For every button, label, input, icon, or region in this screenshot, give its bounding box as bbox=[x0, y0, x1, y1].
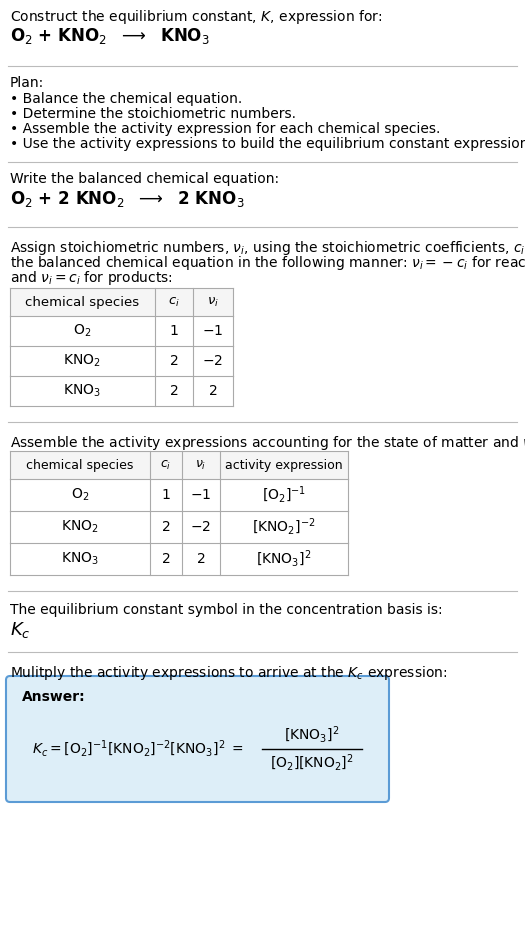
Text: 2: 2 bbox=[197, 552, 205, 566]
Text: • Balance the chemical equation.: • Balance the chemical equation. bbox=[10, 92, 242, 106]
Text: • Use the activity expressions to build the equilibrium constant expression.: • Use the activity expressions to build … bbox=[10, 137, 525, 151]
Text: 2: 2 bbox=[170, 354, 179, 368]
Text: 2: 2 bbox=[208, 384, 217, 398]
Text: KNO$_2$: KNO$_2$ bbox=[63, 353, 101, 369]
Text: $-2$: $-2$ bbox=[203, 354, 224, 368]
Text: Assemble the activity expressions accounting for the state of matter and $\nu_i$: Assemble the activity expressions accoun… bbox=[10, 434, 525, 452]
Text: $\nu_i$: $\nu_i$ bbox=[195, 459, 207, 471]
Text: O$_2$: O$_2$ bbox=[73, 323, 91, 339]
Text: $-1$: $-1$ bbox=[202, 324, 224, 338]
Text: chemical species: chemical species bbox=[25, 296, 139, 308]
Text: O$_2$ + KNO$_2$  $\longrightarrow$  KNO$_3$: O$_2$ + KNO$_2$ $\longrightarrow$ KNO$_3… bbox=[10, 26, 210, 46]
Text: 2: 2 bbox=[170, 384, 179, 398]
Text: activity expression: activity expression bbox=[225, 459, 343, 471]
Text: $K_c = [\mathrm{O_2}]^{-1}[\mathrm{KNO_2}]^{-2}[\mathrm{KNO_3}]^{2}\ =$: $K_c = [\mathrm{O_2}]^{-1}[\mathrm{KNO_2… bbox=[32, 738, 244, 759]
Text: Answer:: Answer: bbox=[22, 690, 86, 704]
Text: $[\mathrm{KNO_3}]^{2}$: $[\mathrm{KNO_3}]^{2}$ bbox=[285, 725, 340, 745]
Text: KNO$_2$: KNO$_2$ bbox=[61, 519, 99, 536]
Text: KNO$_3$: KNO$_3$ bbox=[63, 383, 101, 399]
FancyBboxPatch shape bbox=[10, 451, 348, 479]
Text: 2: 2 bbox=[162, 552, 171, 566]
Text: $[\mathrm{KNO_3}]^{2}$: $[\mathrm{KNO_3}]^{2}$ bbox=[256, 549, 312, 569]
Text: Construct the equilibrium constant, $K$, expression for:: Construct the equilibrium constant, $K$,… bbox=[10, 8, 383, 26]
Text: Mulitply the activity expressions to arrive at the $K_c$ expression:: Mulitply the activity expressions to arr… bbox=[10, 664, 447, 682]
Text: 2: 2 bbox=[162, 520, 171, 534]
Text: and $\nu_i = c_i$ for products:: and $\nu_i = c_i$ for products: bbox=[10, 269, 173, 287]
Text: Plan:: Plan: bbox=[10, 76, 44, 90]
Text: O$_2$: O$_2$ bbox=[71, 487, 89, 503]
Text: $\nu_i$: $\nu_i$ bbox=[207, 296, 219, 308]
Text: $[\mathrm{KNO_2}]^{-2}$: $[\mathrm{KNO_2}]^{-2}$ bbox=[253, 517, 316, 538]
Text: • Determine the stoichiometric numbers.: • Determine the stoichiometric numbers. bbox=[10, 107, 296, 121]
Text: • Assemble the activity expression for each chemical species.: • Assemble the activity expression for e… bbox=[10, 122, 440, 136]
Text: $c_i$: $c_i$ bbox=[168, 296, 180, 308]
Text: $[\mathrm{O_2}][\mathrm{KNO_2}]^{2}$: $[\mathrm{O_2}][\mathrm{KNO_2}]^{2}$ bbox=[270, 753, 354, 774]
Text: KNO$_3$: KNO$_3$ bbox=[61, 551, 99, 567]
Text: $c_i$: $c_i$ bbox=[160, 459, 172, 471]
Text: $K_c$: $K_c$ bbox=[10, 620, 30, 640]
Text: Write the balanced chemical equation:: Write the balanced chemical equation: bbox=[10, 172, 279, 186]
Text: The equilibrium constant symbol in the concentration basis is:: The equilibrium constant symbol in the c… bbox=[10, 603, 443, 617]
Text: $-1$: $-1$ bbox=[191, 488, 212, 502]
Text: 1: 1 bbox=[170, 324, 179, 338]
Text: chemical species: chemical species bbox=[26, 459, 134, 471]
Text: the balanced chemical equation in the following manner: $\nu_i = -c_i$ for react: the balanced chemical equation in the fo… bbox=[10, 254, 525, 272]
Text: Assign stoichiometric numbers, $\nu_i$, using the stoichiometric coefficients, $: Assign stoichiometric numbers, $\nu_i$, … bbox=[10, 239, 525, 257]
Text: 1: 1 bbox=[162, 488, 171, 502]
Text: $[\mathrm{O_2}]^{-1}$: $[\mathrm{O_2}]^{-1}$ bbox=[262, 484, 306, 505]
FancyBboxPatch shape bbox=[10, 288, 233, 316]
Text: O$_2$ + 2 KNO$_2$  $\longrightarrow$  2 KNO$_3$: O$_2$ + 2 KNO$_2$ $\longrightarrow$ 2 KN… bbox=[10, 189, 245, 209]
Text: $-2$: $-2$ bbox=[191, 520, 212, 534]
FancyBboxPatch shape bbox=[6, 676, 389, 802]
